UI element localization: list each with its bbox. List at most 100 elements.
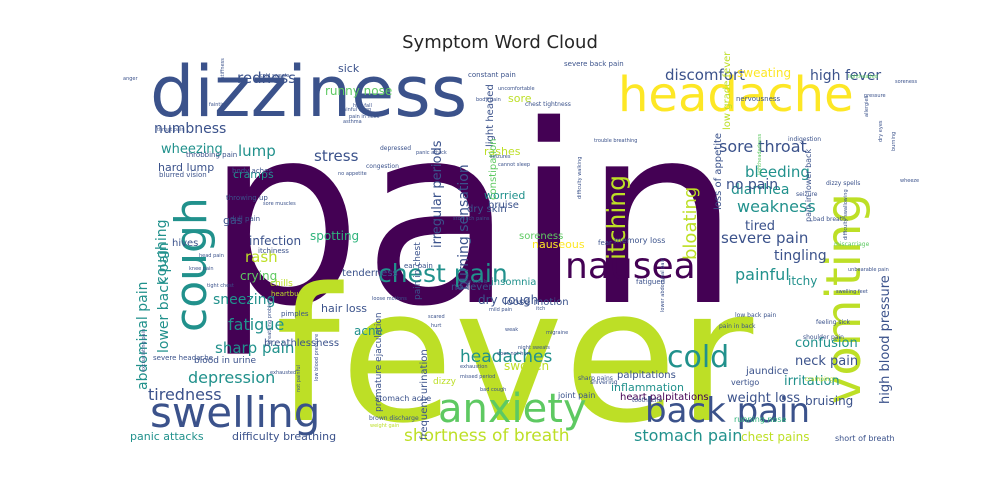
word-body-aches: body aches (232, 167, 272, 175)
word-throbbing-pain: throbbing pain (186, 151, 237, 159)
word-gas: gas (223, 214, 243, 227)
word-congestion: congestion (366, 163, 399, 170)
word-weakness: weakness (737, 197, 816, 216)
word-pain-in-lower-back: pain in lower back (804, 149, 813, 222)
word-frequent-urination: frequent urination (419, 349, 430, 440)
word-running-nose: running nose (734, 415, 787, 424)
word-tight-chest: tight chest (207, 283, 234, 289)
word-excruciating-pain: excruciating pain (141, 329, 147, 372)
word-hard-lump: hard lump (158, 161, 214, 174)
word-itching: itching (602, 175, 631, 260)
word-dizzy: dizzy (433, 377, 457, 387)
word-bad-cough: bad cough (480, 387, 506, 393)
word-difficulty-swallowing: difficulty swallowing (843, 189, 849, 240)
word-wheeze: wheeze (900, 178, 919, 184)
word-exhausted: exhausted (270, 370, 296, 376)
word-chest-pains: chest pains (741, 430, 810, 444)
word-severe-back-pain: severe back pain (564, 60, 624, 68)
word-soreness: soreness (519, 231, 563, 242)
word-pain-in-back: pain in back (719, 323, 756, 330)
word-abdominal-pain: abdominal pain (135, 282, 151, 390)
word-hives: hives (172, 238, 198, 249)
word-pain: pain (205, 73, 740, 361)
word-bloating: bloating (680, 187, 701, 260)
word-loss-of-appetite: loss of appetite (713, 133, 724, 210)
word-low-back-pain: low back pain (735, 312, 776, 319)
word-burning-sensation: burning sensation (456, 164, 472, 290)
word-dry-skin: dry skin (467, 204, 507, 215)
word-sharp-pain: sharp pain (215, 339, 294, 357)
word-scared: scared (428, 314, 445, 320)
word-worried: worried (484, 189, 525, 202)
word-bleeding: bleeding (745, 163, 810, 181)
word-brown-discharge: brown discharge (369, 415, 419, 422)
word-pain-in-chest: pain in chest (413, 242, 423, 300)
word-indigestion: indigestion (788, 136, 821, 143)
word-memory-loss: memory loss (614, 236, 665, 245)
word-missed-period: missed period (460, 374, 495, 380)
word-jaundice: jaundice (745, 366, 788, 377)
word-itchiness: itchiness (258, 247, 289, 255)
word-headaches: headaches (460, 347, 552, 367)
word-weight-gain: weight gain (370, 423, 399, 429)
word-blurred-vision: blurred vision (159, 171, 207, 179)
word-rash: rash (245, 248, 278, 266)
word-blood-in-urine: blood in urine (194, 356, 256, 366)
word-coughing: coughing (154, 219, 170, 284)
word-severe-headache: severe headache (153, 354, 213, 362)
word-pressure: pressure (864, 93, 886, 99)
word-trouble-breathing: trouble breathing (594, 138, 637, 144)
word-weak: weak (505, 327, 518, 333)
word-seizures: seizures (490, 154, 511, 160)
word-premature-ejaculation: premature ejaculation (374, 312, 384, 412)
word-chest-tightness: chest tightness (525, 101, 571, 108)
word-constipation: constipation (488, 139, 499, 201)
word-painful: painful (735, 265, 790, 284)
word-dull-pain: dull pain (230, 215, 260, 223)
word-back-pain: back pain (645, 391, 810, 431)
word-soreness: soreness (895, 79, 918, 85)
word-irritation: irritation (784, 374, 840, 389)
word-dizziness: dizziness (150, 51, 467, 133)
word-swelling-feet: swelling feet (836, 289, 868, 295)
word-heartburn: heartburn (271, 290, 306, 298)
word-pimples: pimples (281, 310, 309, 318)
word-sharp-pains: sharp pains (578, 375, 613, 382)
word-weight-loss: weight loss (727, 391, 800, 406)
word-does-not-hurt: does not hurt (497, 351, 531, 357)
word-cannot-sleep: cannot sleep (498, 162, 530, 168)
word-high-blood-pressure: high blood pressure (878, 275, 893, 404)
word-spotting: spotting (310, 229, 359, 243)
word-shortness-of-breath: shortness of breath (404, 426, 570, 446)
word-stomach-pain: stomach pain (634, 426, 742, 445)
chart-title: Symptom Word Cloud (402, 32, 598, 53)
word-shoulder-pain: shoulder pain (803, 334, 844, 341)
word-cough: cough (166, 197, 217, 332)
word-loose-motions: loose motions (372, 296, 407, 302)
word-fatigue: fatigue (228, 315, 284, 334)
word-seizure: seizure (796, 191, 818, 198)
word-lightheadedness: lightheadedness (757, 133, 763, 175)
word-no-appetite: no appetite (338, 171, 367, 177)
word-severe-pain: severe pain (721, 229, 808, 247)
word-hair-loss: hair loss (321, 302, 367, 315)
word-breathlessness: breathlessness (264, 338, 339, 349)
word-nausea: nausea (565, 246, 696, 287)
word-anger: anger (123, 76, 138, 82)
word-sore-muscles: sore muscles (263, 201, 296, 207)
word-anxiety: anxiety (438, 386, 587, 432)
word-cold-sweats: cold sweats (260, 73, 290, 79)
word-cramps: cramps (233, 168, 274, 181)
word-hurt: hurt (431, 323, 441, 329)
word-hair-fall: hair fall (353, 103, 372, 109)
word-panic-attacks: panic attacks (130, 430, 204, 443)
word-chest-pain: chest pain (378, 259, 508, 288)
word-vertigo: vertigo (731, 378, 759, 387)
word-neck-pain: neck pain (795, 354, 858, 369)
word-ear-pain: ear pain (404, 262, 433, 270)
word-night-sweats: night sweats (518, 345, 550, 351)
word-depression: depression (188, 368, 275, 387)
word-uncomfortable: uncomfortable (498, 86, 535, 92)
word-vomiting: vomiting (816, 193, 872, 404)
word-infection: infection (249, 234, 301, 248)
